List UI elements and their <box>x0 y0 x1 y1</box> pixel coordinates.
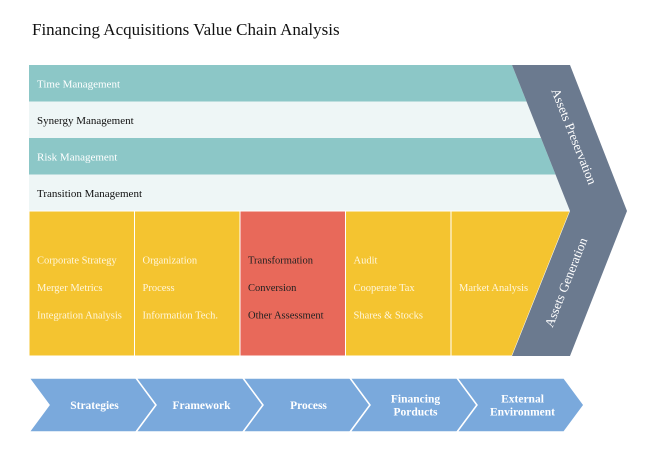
chevron-shape <box>512 65 627 356</box>
column-block <box>239 210 346 357</box>
step-label: Environment <box>490 407 555 419</box>
row-label: Time Management <box>37 78 120 90</box>
column-block <box>134 210 241 357</box>
step-label: Process <box>290 400 327 412</box>
step-label: Porducts <box>393 407 438 419</box>
column-block <box>345 210 452 357</box>
column-item: Market Analysis <box>459 283 528 294</box>
step-label: Framework <box>172 400 231 412</box>
column-item: Conversion <box>248 283 297 294</box>
row-band <box>29 138 556 175</box>
step-label: Financing <box>391 394 440 406</box>
row-label: Transition Management <box>37 188 142 200</box>
row-band <box>29 101 541 138</box>
column-item: Cooperate Tax <box>354 283 416 294</box>
step-arrow <box>455 377 585 433</box>
column-item: Transformation <box>248 256 314 267</box>
step-label: External <box>501 394 544 406</box>
row-band <box>29 65 527 102</box>
column-item: Shares & Stocks <box>354 311 423 322</box>
column-item: Integration Analysis <box>37 311 122 322</box>
column-item: Corporate Strategy <box>37 256 117 267</box>
row-band <box>29 174 570 211</box>
column-item: Audit <box>354 256 378 267</box>
column-item: Organization <box>143 256 198 267</box>
column-item: Process <box>143 283 175 294</box>
row-label: Synergy Management <box>37 115 134 127</box>
column-item: Merger Metrics <box>37 283 102 294</box>
page-title: Financing Acquisitions Value Chain Analy… <box>32 20 340 39</box>
column-item: Other Assessment <box>248 311 324 322</box>
row-label: Risk Management <box>37 151 117 163</box>
column-item: Information Tech. <box>143 311 218 322</box>
column-block <box>28 210 135 357</box>
step-label: Strategies <box>70 400 119 412</box>
